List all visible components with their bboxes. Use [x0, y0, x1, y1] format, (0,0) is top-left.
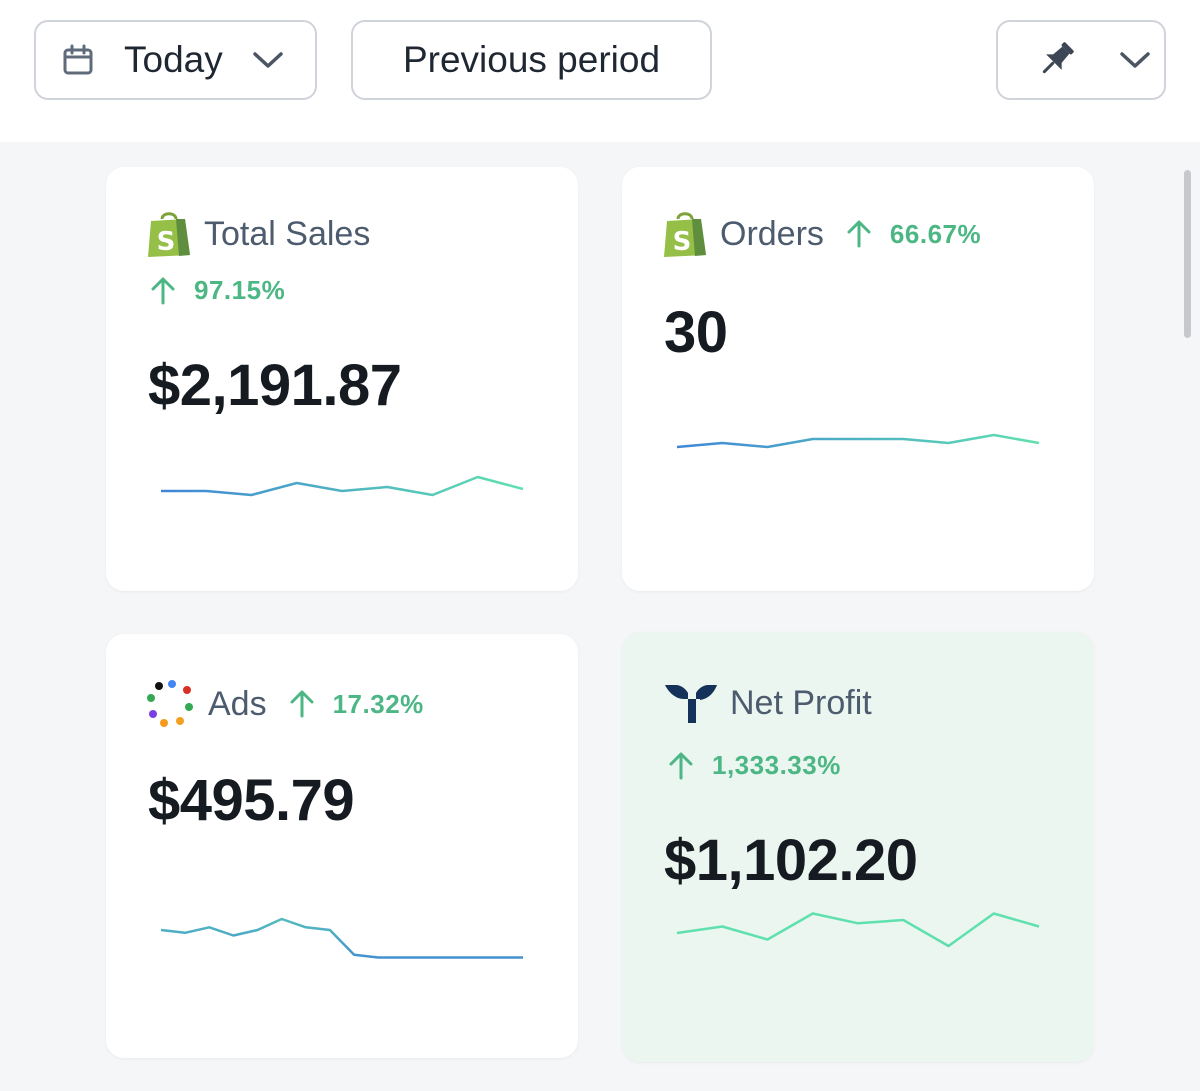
sparkline-chart: [161, 475, 524, 497]
arrow-up-icon: [668, 752, 694, 780]
sparkline-chart: [676, 912, 1040, 948]
card-header: Ads 17.32%: [146, 679, 424, 729]
card-header: Net Profit: [664, 678, 872, 728]
change-indicator: 1,333.33%: [668, 750, 841, 781]
change-value: 1,333.33%: [712, 750, 841, 780]
compare-period-label: Previous period: [402, 39, 661, 80]
svg-text:S: S: [157, 227, 176, 257]
metric-value: $1,102.20: [664, 828, 918, 893]
pin-icon: [1034, 38, 1078, 82]
date-range-dropdown[interactable]: Today: [34, 20, 317, 100]
arrow-up-icon: [846, 220, 872, 248]
shopify-icon: S: [662, 209, 708, 259]
metric-value: $495.79: [148, 768, 355, 833]
change-value: 17.32%: [332, 688, 424, 719]
chevron-down-icon: [252, 51, 283, 69]
compare-period-button[interactable]: Previous period: [351, 20, 712, 100]
scrollbar[interactable]: [1184, 170, 1191, 338]
card-title: Ads: [208, 684, 267, 723]
sparkline: [676, 433, 1040, 449]
sparkline-chart: [160, 917, 523, 959]
card-title: Total Sales: [204, 214, 371, 253]
change-indicator: 17.32%: [289, 689, 424, 720]
arrow-up-icon: [150, 277, 176, 305]
total-sales-card[interactable]: S Total Sales 97.15% $2,191.87: [106, 167, 578, 591]
orders-card[interactable]: S Orders 66.67% 30: [622, 167, 1094, 591]
pin-dropdown[interactable]: [996, 20, 1166, 100]
sparkline: [676, 912, 1040, 948]
metric-value: $2,191.87: [148, 353, 402, 418]
change-value: 66.67%: [889, 218, 982, 249]
toolbar: Today Previous period: [0, 0, 1200, 142]
net-profit-card[interactable]: Net Profit 1,333.33% $1,102.20: [622, 632, 1094, 1062]
arrow-up-icon: [289, 690, 315, 718]
sparkline-chart: [676, 433, 1040, 449]
sparkline: [160, 917, 523, 959]
ads-dots-icon: [146, 679, 196, 729]
card-title: Orders: [720, 214, 824, 253]
change-indicator: 66.67%: [846, 219, 981, 250]
card-header: S Orders 66.67%: [662, 209, 981, 259]
change-value: 97.15%: [194, 275, 286, 305]
chevron-down-icon: [1120, 51, 1150, 69]
metric-value: 30: [664, 300, 728, 365]
sparkline: [161, 475, 524, 497]
shopify-icon: S: [146, 209, 192, 259]
card-header: S Total Sales: [146, 209, 370, 259]
card-title: Net Profit: [730, 683, 872, 722]
date-range-label: Today: [124, 39, 223, 80]
change-indicator: 97.15%: [150, 275, 285, 306]
svg-text:S: S: [673, 227, 692, 257]
triple-whale-icon: [664, 681, 718, 725]
ads-card[interactable]: Ads 17.32% $495.79: [106, 634, 578, 1058]
calendar-icon: [62, 44, 94, 76]
